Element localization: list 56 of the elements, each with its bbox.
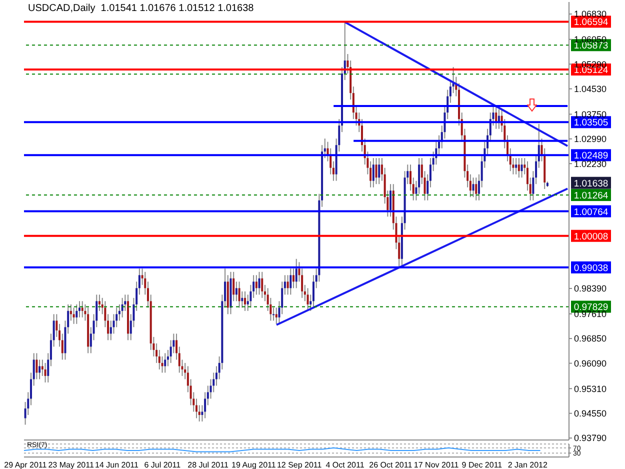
y-tick-label: 0.95310	[574, 384, 607, 394]
candlestick	[292, 268, 295, 289]
candlestick	[38, 359, 41, 380]
candlestick	[390, 184, 392, 218]
candlestick	[372, 158, 374, 188]
x-tick-label: 2 Jan 2012	[508, 460, 548, 469]
candlestick	[375, 158, 378, 185]
x-tick-label: 23 May 2011	[48, 460, 94, 469]
y-tick-label: 0.98390	[574, 284, 607, 294]
candlestick	[70, 304, 72, 322]
candlestick	[515, 158, 518, 175]
candlestick	[81, 300, 84, 318]
ref-line-label: 1.00008	[574, 231, 608, 242]
x-tick-label: 4 Oct 2011	[326, 460, 365, 469]
ref-line-label: 0.99038	[574, 262, 608, 274]
candlestick	[72, 307, 75, 324]
y-tick-label: 0.96090	[574, 358, 607, 368]
ref-line-label: 1.01264	[574, 190, 608, 202]
ref-line-label: 1.02489	[574, 150, 608, 162]
y-tick-label: 0.93790	[574, 433, 607, 444]
candlestick	[232, 271, 235, 302]
x-tick-label: 12 Sep 2011	[276, 460, 322, 469]
y-tick-label: 0.96850	[574, 334, 607, 344]
candlestick	[235, 281, 238, 302]
candlestick	[378, 158, 380, 185]
x-tick-label: 9 Dec 2011	[462, 460, 503, 469]
x-tick-label: 26 Oct 2011	[369, 460, 413, 469]
candlestick	[76, 304, 78, 324]
ref-line-label: 1.03505	[574, 118, 608, 129]
candlestick	[98, 294, 100, 312]
candlestick	[258, 271, 260, 296]
x-tick-label: 17 Nov 2011	[414, 460, 460, 469]
y-tick-label: 1.02990	[574, 134, 607, 144]
y-tick-label: 0.94550	[574, 408, 607, 419]
candlestick	[295, 258, 298, 289]
text: 1.01638	[574, 178, 608, 190]
candlestick	[238, 281, 240, 308]
candlestick	[244, 290, 246, 312]
candlestick	[518, 158, 520, 178]
x-tick-label: 14 Jun 2011	[95, 460, 140, 469]
candlestick	[520, 158, 523, 178]
candlestick	[306, 288, 309, 312]
x-tick-label: 19 Aug 2011	[232, 460, 276, 469]
y-tick-label: 1.04530	[574, 84, 607, 94]
ref-line-label: 1.00764	[574, 206, 608, 218]
chart-title: USDCAD,Daily 1.01541 1.01676 1.01512 1.01638	[28, 3, 254, 14]
x-tick-label: 28 Jul 2011	[188, 460, 229, 469]
x-tick-label: 29 Apr 2011	[4, 460, 48, 469]
x-tick-label: 6 Jul 2011	[144, 460, 182, 469]
candlestick	[164, 352, 166, 374]
candlestick	[472, 177, 474, 198]
candlestick	[475, 177, 478, 201]
ref-line-label: 1.06594	[574, 17, 608, 28]
candlestick	[261, 271, 264, 298]
candlestick	[255, 274, 258, 296]
candlestick	[290, 268, 292, 296]
